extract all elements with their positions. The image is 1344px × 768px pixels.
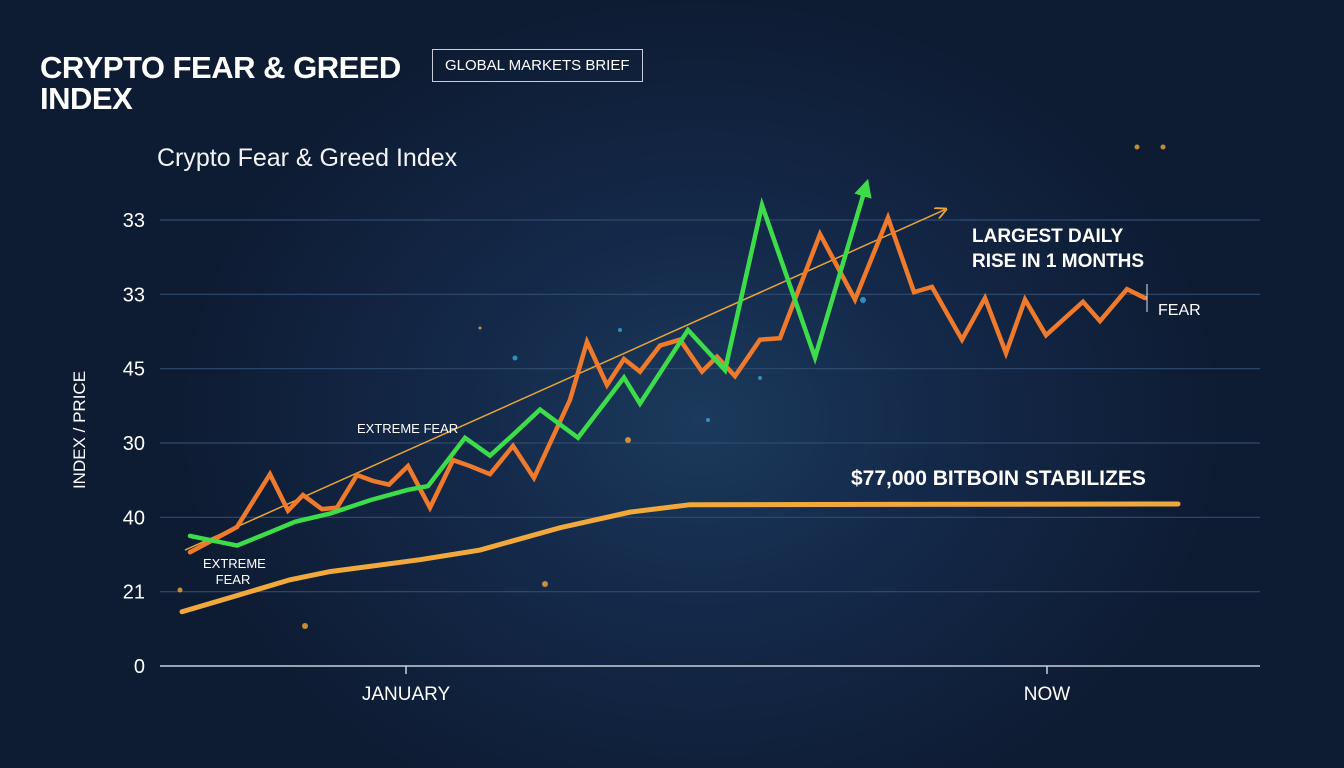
decorative-dot: [758, 376, 762, 380]
y-tick-label: 33: [123, 284, 145, 306]
annotation-largest-rise: LARGEST DAILY RISE IN 1 MONTHS: [972, 226, 1145, 272]
annotation-extreme-fear-mid: EXTREME FEAR: [357, 421, 459, 436]
annotation-extreme-fear-low: EXTREME FEAR: [203, 556, 266, 587]
decorative-dot: [618, 328, 622, 332]
y-tick-label: 33: [123, 210, 145, 232]
decorative-dot: [1160, 144, 1166, 150]
x-tick-label: NOW: [1024, 684, 1071, 705]
annotation-fear: FEAR: [1158, 302, 1201, 319]
y-tick-label: 30: [123, 433, 145, 455]
decorative-dot: [177, 587, 183, 593]
global-markets-brief-badge: GLOBAL MARKETS BRIEF: [432, 49, 643, 82]
decorative-dot: [1134, 144, 1140, 150]
bitcoin-price-line: [179, 501, 1181, 615]
decorative-dot: [478, 326, 482, 330]
decorative-dot: [302, 623, 308, 629]
page-title: CRYPTO FEAR & GREED INDEX: [40, 50, 401, 116]
y-tick-label: 40: [123, 507, 145, 529]
y-tick-label: 21: [123, 582, 145, 604]
decorative-dot: [625, 437, 631, 443]
y-tick-label: 0: [134, 656, 145, 678]
y-tick-label: 45: [123, 359, 145, 381]
decorative-dot: [706, 418, 710, 422]
decorative-dot: [512, 355, 518, 361]
chart-title: Crypto Fear & Greed Index: [157, 144, 458, 172]
decorative-dot: [860, 297, 866, 303]
fear-greed-orange-line: [187, 211, 1148, 555]
annotation-stabilizes: $77,000 BITBOIN STABILIZES: [851, 467, 1146, 490]
trend-arrow: [184, 210, 945, 551]
x-tick-label: JANUARY: [362, 684, 451, 705]
decorative-dot: [542, 581, 548, 587]
green-line: [187, 178, 872, 548]
